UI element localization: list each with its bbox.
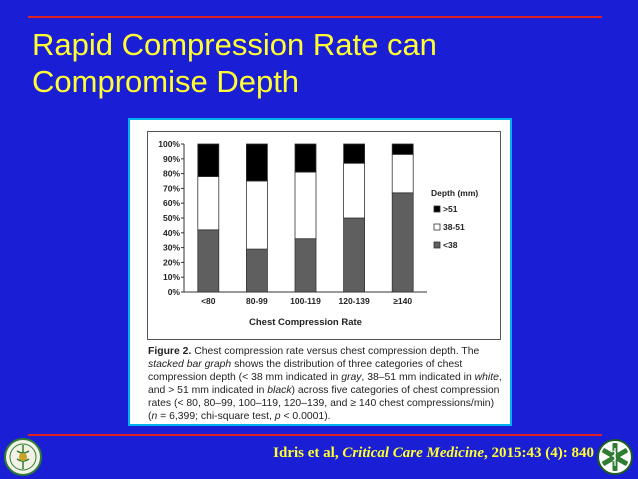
- bar-segment: [197, 143, 220, 177]
- y-tick-label: 60%: [163, 198, 180, 208]
- stacked-bar-chart: 0% 10% 20% 30% 40% 50% 60% 70% 80% 90% 100% <80 80-9…: [158, 139, 478, 328]
- caption-text-7: < 0.0001).: [280, 411, 331, 422]
- title-line-2: Compromise Depth: [32, 64, 300, 99]
- citation-journal: Critical Care Medicine: [342, 445, 485, 461]
- caption-text-1: Chest compression rate versus chest comp…: [191, 346, 480, 357]
- chart-frame: 0% 10% 20% 30% 40% 50% 60% 70% 80% 90% 100% <80 80-9…: [147, 131, 501, 340]
- legend-label: >51: [443, 204, 458, 214]
- bar-segment: [246, 248, 268, 293]
- bar-segment: [343, 162, 366, 219]
- legend-label: 38-51: [443, 222, 465, 232]
- legend-swatch: [433, 223, 441, 231]
- y-tick-label: 30%: [163, 243, 180, 253]
- x-tick-label: 120-139: [338, 296, 369, 306]
- x-axis-label: Chest Compression Rate: [249, 317, 362, 328]
- caption-text-3: , 38–51 mm indicated in: [361, 372, 475, 383]
- caption-text-5: ) across five categories of chest compre…: [148, 385, 500, 422]
- bar-segment: [246, 180, 268, 250]
- legend-swatch: [433, 205, 441, 213]
- bar-segment: [294, 171, 317, 240]
- x-tick-label: ≥140: [393, 296, 412, 306]
- caption-text-4: , and > 51 mm indicated in: [148, 372, 502, 396]
- caption-em-4: black: [267, 385, 292, 396]
- y-tick-label: 50%: [163, 213, 180, 223]
- caption-em-1: stacked bar graph: [148, 359, 232, 370]
- legend-label: <38: [443, 240, 458, 250]
- x-tick-label: <80: [201, 296, 216, 306]
- caption-text-2: shows the distribution of three categori…: [148, 359, 463, 383]
- x-tick-label: 80-99: [246, 296, 268, 306]
- bar-segment: [391, 143, 414, 155]
- bar-segment: [391, 192, 414, 293]
- y-tick-label: 10%: [163, 272, 180, 282]
- caption-em-3: white: [474, 372, 499, 383]
- slide-title: Rapid Compression Rate can Compromise De…: [32, 26, 612, 100]
- association-seal-icon: [4, 438, 42, 476]
- citation: Idris et al, Critical Care Medicine, 201…: [273, 445, 594, 462]
- legend-swatch: [433, 241, 441, 249]
- bar-segment: [391, 153, 414, 194]
- bar-segment: [343, 143, 366, 164]
- bar-segment: [197, 176, 220, 231]
- y-tick-label: 100%: [158, 139, 180, 149]
- top-divider: [28, 16, 602, 18]
- bar-segment: [294, 238, 317, 293]
- figure-caption: Figure 2. Chest compression rate versus …: [148, 345, 504, 423]
- title-line-1: Rapid Compression Rate can: [32, 27, 437, 62]
- citation-details: , 2015:43 (4): 840: [484, 445, 594, 461]
- bar-segment: [197, 229, 220, 293]
- bottom-divider: [28, 434, 602, 436]
- x-tick-label: 100-119: [290, 296, 321, 306]
- y-tick-label: 70%: [163, 183, 180, 193]
- y-tick-label: 90%: [163, 154, 180, 164]
- caption-em-5: n: [151, 411, 158, 422]
- caption-text-6: = 6,399; chi-square test,: [157, 411, 275, 422]
- bar-segment: [246, 143, 268, 182]
- bar-segment: [294, 143, 317, 173]
- caption-em-6: p: [274, 411, 281, 422]
- star-of-life-icon: [597, 439, 633, 475]
- bar-segment: [343, 217, 366, 293]
- caption-em-2: gray: [341, 372, 362, 383]
- y-tick-label: 20%: [163, 257, 180, 267]
- citation-authors: Idris et al,: [273, 445, 343, 461]
- y-tick-label: 80%: [163, 169, 180, 179]
- caption-label: Figure 2.: [148, 346, 192, 357]
- y-tick-label: 40%: [163, 228, 180, 238]
- legend-title: Depth (mm): [431, 188, 478, 198]
- y-tick-label: 0%: [168, 287, 181, 297]
